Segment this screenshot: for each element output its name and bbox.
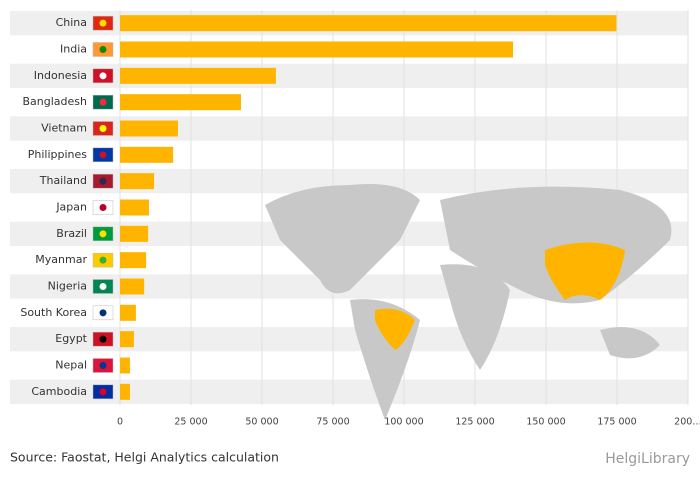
flag-emblem bbox=[99, 388, 107, 396]
y-tick-label: Myanmar bbox=[35, 253, 87, 266]
x-tick-label: 100 000 bbox=[384, 417, 423, 428]
flag-emblem bbox=[99, 19, 107, 27]
bar bbox=[120, 94, 241, 111]
bar bbox=[120, 252, 147, 269]
flag-emblem bbox=[99, 309, 107, 317]
y-tick-label: Bangladesh bbox=[23, 95, 88, 108]
y-tick-label: Cambodia bbox=[31, 385, 87, 398]
flag-emblem bbox=[99, 72, 107, 80]
flag-emblem bbox=[99, 283, 107, 290]
flag-emblem bbox=[99, 46, 107, 53]
y-tick-label: Nigeria bbox=[48, 280, 87, 293]
flag-emblem bbox=[99, 98, 107, 106]
y-tick-label: Nepal bbox=[55, 359, 87, 372]
y-tick-label: Indonesia bbox=[34, 69, 87, 82]
y-tick-label: Thailand bbox=[39, 174, 87, 187]
y-tick-label: Japan bbox=[55, 201, 87, 214]
y-tick-label: Brazil bbox=[56, 227, 87, 240]
y-tick-label: China bbox=[56, 16, 87, 29]
bar bbox=[120, 199, 149, 216]
flag-emblem bbox=[99, 362, 107, 369]
y-tick-label: India bbox=[60, 43, 87, 56]
bar bbox=[120, 331, 134, 348]
x-tick-label: 175 000 bbox=[597, 417, 636, 428]
x-tick-label: 50 000 bbox=[245, 417, 278, 428]
flag-emblem bbox=[99, 177, 107, 185]
bar bbox=[120, 41, 514, 58]
x-tick-label: 150 000 bbox=[526, 417, 565, 428]
y-tick-label: Philippines bbox=[28, 148, 88, 161]
x-tick-label: 0 bbox=[117, 417, 123, 428]
flag-emblem bbox=[99, 125, 107, 132]
x-tick-label: 125 000 bbox=[455, 417, 494, 428]
bar bbox=[120, 173, 155, 190]
flag-emblem bbox=[99, 335, 107, 343]
bar bbox=[120, 67, 276, 84]
flag-emblem bbox=[99, 230, 107, 238]
flag-emblem bbox=[99, 256, 107, 264]
bar bbox=[120, 357, 130, 374]
bar bbox=[120, 278, 145, 295]
bar bbox=[120, 15, 617, 32]
bar bbox=[120, 146, 174, 163]
x-tick-label: 25 000 bbox=[174, 417, 207, 428]
bar bbox=[120, 304, 136, 321]
logo: HelgiLibrary bbox=[605, 451, 690, 467]
source-note: Source: Faostat, Helgi Analytics calcula… bbox=[10, 450, 279, 465]
x-tick-label: 200… bbox=[674, 417, 700, 428]
y-tick-label: South Korea bbox=[20, 306, 87, 319]
bar bbox=[120, 225, 149, 242]
x-tick-label: 75 000 bbox=[316, 417, 349, 428]
flag-emblem bbox=[99, 151, 107, 159]
flag-emblem bbox=[99, 204, 107, 211]
bar bbox=[120, 120, 178, 137]
y-tick-label: Egypt bbox=[55, 332, 87, 345]
y-tick-label: Vietnam bbox=[41, 122, 87, 135]
world-map bbox=[265, 184, 672, 420]
bar bbox=[120, 383, 130, 400]
